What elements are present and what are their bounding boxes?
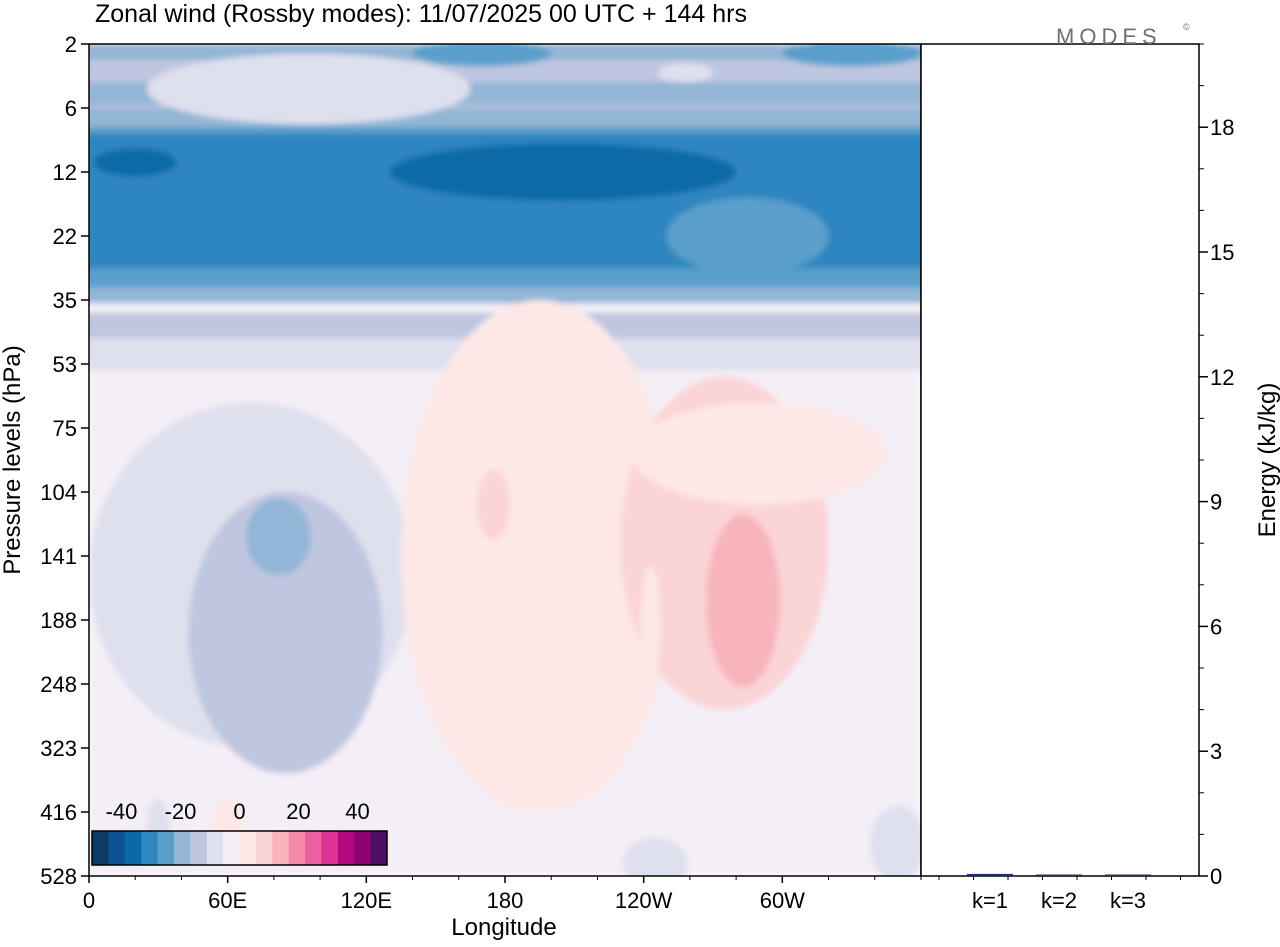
lower-faint-2 <box>622 837 688 876</box>
heatmap-y-axis: 2 6 12 22 35 53 75 104 141 188 248 323 416 528 <box>40 32 89 889</box>
colorbar-swatch <box>321 831 339 865</box>
energy-tick-label: 9 <box>1210 490 1222 515</box>
energy-y-axis: 0 3 6 9 12 15 18 <box>1199 43 1234 889</box>
energy-category-label: k=1 <box>972 888 1008 913</box>
energy-tick-label: 18 <box>1210 115 1234 140</box>
y-tick-label: 416 <box>40 800 77 825</box>
y-tick-label: 12 <box>53 160 77 185</box>
x-tick-label: 0 <box>83 888 95 913</box>
neg-anomaly-mid <box>188 492 383 774</box>
y-tick-label: 323 <box>40 736 77 761</box>
y-tick-label: 104 <box>40 480 77 505</box>
y-tick-label: 2 <box>65 32 77 57</box>
upper-dark-patch-2 <box>782 44 921 67</box>
colorbar-swatch <box>272 831 290 865</box>
energy-bars <box>967 873 1151 876</box>
modes-logo: MODES <box>1056 24 1162 49</box>
energy-tick-label: 0 <box>1210 864 1222 889</box>
x-tick-label: 120W <box>615 888 673 913</box>
pos-anomaly-upper <box>632 402 887 505</box>
y-tick-label: 188 <box>40 608 77 633</box>
x-tick-label: 180 <box>487 888 524 913</box>
energy-tick-label: 6 <box>1210 614 1222 639</box>
lower-faint-3 <box>870 805 921 876</box>
colorbar-swatch <box>141 831 159 865</box>
colorbar-swatch <box>305 831 322 865</box>
colorbar-swatch <box>255 831 273 865</box>
energy-bar-k=2 <box>1036 874 1082 876</box>
y-tick-label: 141 <box>40 544 77 569</box>
y-tick-label: 6 <box>65 96 77 121</box>
pos-anomaly-gap <box>640 566 661 687</box>
x-tick-label: 120E <box>341 888 392 913</box>
upper-dark-patch <box>412 44 552 67</box>
energy-category-label: k=3 <box>1110 888 1146 913</box>
colorbar-swatch <box>354 831 372 865</box>
pos-anomaly-outer <box>401 300 679 812</box>
upper-light-patch-1 <box>146 53 471 124</box>
heatmap-x-axis: 0 60E 120E 180 120W 60W <box>83 876 922 913</box>
energy-x-axis: k=1 k=2 k=3 <box>938 876 1181 913</box>
y-tick-label: 35 <box>53 288 77 313</box>
copyright-mark: © <box>1183 22 1190 32</box>
energy-panel-frame <box>920 43 1200 877</box>
neg-anomaly-core <box>246 498 311 576</box>
colorbar-swatch <box>190 831 208 865</box>
colorbar <box>91 830 388 866</box>
colorbar-tick-label: 0 <box>233 799 245 824</box>
chart-title: Zonal wind (Rossby modes): 11/07/2025 00… <box>95 0 747 28</box>
colorbar-swatch <box>108 831 126 865</box>
energy-bar-k=1 <box>967 873 1013 876</box>
x-tick-label: 60E <box>208 888 247 913</box>
energy-tick-label: 12 <box>1210 365 1234 390</box>
energy-category-label: k=2 <box>1041 888 1077 913</box>
easterly-notch <box>666 197 829 275</box>
energy-axis-label: Energy (kJ/kg) <box>1254 383 1280 538</box>
colorbar-swatch <box>206 831 224 865</box>
colorbar-tick-label: -20 <box>165 799 197 824</box>
colorbar-swatch <box>337 831 355 865</box>
colorbar-tick-label: 20 <box>286 799 310 824</box>
energy-tick-label: 15 <box>1210 240 1234 265</box>
colorbar-swatch <box>157 831 175 865</box>
colorbar-swatch <box>370 831 388 865</box>
colorbar-swatch <box>124 831 142 865</box>
x-axis-label: Longitude <box>451 914 556 941</box>
energy-bar-k=3 <box>1105 874 1151 876</box>
energy-tick-label: 3 <box>1210 739 1222 764</box>
colorbar-tick-label: 40 <box>345 799 369 824</box>
colorbar-frame <box>91 830 388 866</box>
y-axis-label: Pressure levels (hPa) <box>0 345 26 574</box>
y-tick-label: 75 <box>53 416 77 441</box>
colorbar-swatch <box>173 831 191 865</box>
upper-light-patch-2 <box>657 63 713 83</box>
heatmap-field <box>89 44 921 876</box>
colorbar-tick-label: -40 <box>106 799 138 824</box>
jet-core-main <box>389 143 737 201</box>
y-tick-label: 22 <box>53 224 77 249</box>
x-tick-label: 60W <box>760 888 805 913</box>
pos-anomaly-core <box>706 514 781 688</box>
colorbar-swatch <box>288 831 306 865</box>
y-tick-label: 528 <box>40 864 77 889</box>
colorbar-ticks: -40 -20 0 20 40 <box>106 799 370 824</box>
colorbar-swatch <box>92 831 109 865</box>
y-tick-label: 248 <box>40 672 77 697</box>
pos-anomaly-small <box>477 469 510 540</box>
colorbar-swatch <box>239 831 257 865</box>
y-tick-label: 53 <box>53 352 77 377</box>
jet-core-west <box>93 148 177 177</box>
colorbar-swatch <box>223 831 240 865</box>
